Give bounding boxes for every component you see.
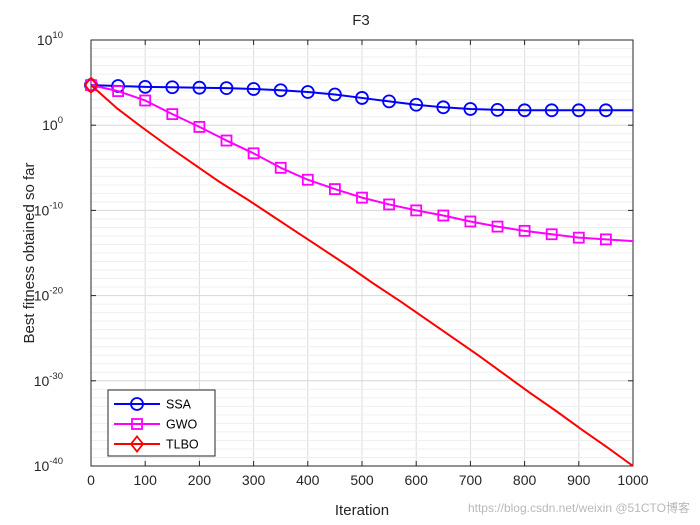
data-point-ssa [544,103,559,118]
data-point-ssa [138,79,153,94]
data-point-ssa [463,102,478,116]
legend: SSA GWO TLBO [107,389,216,457]
data-point-ssa [273,83,288,98]
data-point-gwo [356,191,368,204]
data-point-ssa [517,103,532,118]
x-tick-label: 0 [87,472,95,488]
series-tlbo [83,76,634,467]
x-tick-label: 100 [134,472,158,488]
data-point-gwo [193,121,206,133]
data-point-gwo [166,108,179,121]
legend-marker-ssa [130,397,144,411]
y-tick-base: 10 [34,373,50,389]
series-gwo [85,79,634,246]
y-tick-base: 10 [34,202,50,218]
y-tick-exponent: -40 [49,456,63,467]
y-tick-label: 10-30 [34,371,63,389]
y-tick-base: 10 [34,458,50,474]
x-tick-label: 300 [242,472,266,488]
data-point-gwo [112,85,124,98]
y-tick-base: 10 [42,117,58,133]
x-tick-label: 700 [459,472,483,488]
y-tick-exponent: -10 [49,200,63,211]
legend-marker-tlbo [129,435,145,453]
data-point-ssa [382,94,397,109]
data-point-gwo [491,220,504,233]
data-point-gwo [274,161,287,174]
data-point-gwo [383,198,396,211]
data-point-ssa [192,80,207,95]
x-axis-label: Iteration [335,502,389,519]
data-point-ssa [327,87,342,102]
data-point-ssa [571,103,586,118]
data-point-ssa [219,81,234,96]
legend-label-ssa: SSA [166,398,192,412]
data-point-ssa [409,97,424,112]
y-tick-exponent: 0 [58,115,63,126]
data-point-gwo [139,94,152,107]
data-point-ssa [165,80,180,95]
y-tick-exponent: 10 [52,30,63,41]
y-tick-exponent: -30 [49,371,63,382]
series-line-tlbo [90,84,634,467]
x-tick-label: 1000 [617,472,648,488]
legend-label-gwo: GWO [166,418,198,432]
y-tick-exponent: -20 [49,286,63,297]
data-point-gwo [572,231,585,244]
series-ssa [84,78,633,118]
data-point-gwo [410,204,423,217]
data-point-ssa [490,102,505,117]
y-tick-label: 10-40 [34,456,63,474]
y-tick-base: 10 [37,32,53,48]
chart-title: F3 [352,12,370,29]
y-axis-label: Best fitness obtained so far [21,163,38,344]
plot-area: 0 100 200 300 400 500 600 700 800 900 100010101001… [34,30,649,488]
y-tick-label: 100 [42,115,63,133]
data-point-gwo [518,224,531,237]
watermark-text: https://blog.csdn.net/weixin @51CTO博客 [468,500,690,515]
legend-label-tlbo: TLBO [166,438,199,452]
x-tick-label: 600 [405,472,429,488]
x-tick-label: 800 [513,472,537,488]
data-point-gwo [247,147,260,160]
data-point-gwo [437,209,450,222]
data-point-ssa [436,100,451,115]
data-point-gwo [220,134,233,147]
data-point-tlbo [83,76,99,95]
x-tick-label: 900 [567,472,591,488]
x-tick-label: 400 [296,472,320,488]
y-tick-label: 10-20 [34,286,63,304]
legend-marker-gwo [131,418,143,430]
y-tick-label: 1010 [37,30,63,48]
data-point-gwo [545,228,558,241]
y-tick-label: 10-10 [34,200,63,218]
data-point-gwo [600,233,612,246]
data-point-gwo [464,215,477,228]
data-point-gwo [328,183,341,196]
y-tick-base: 10 [34,288,50,304]
series-line-ssa [90,84,633,112]
x-tick-label: 500 [350,472,374,488]
data-point-ssa [599,103,613,118]
data-point-ssa [355,91,369,105]
data-point-gwo [301,173,314,186]
x-tick-label: 200 [188,472,212,488]
data-point-ssa [300,85,315,99]
data-point-ssa [246,82,261,96]
series-line-gwo [90,84,634,243]
